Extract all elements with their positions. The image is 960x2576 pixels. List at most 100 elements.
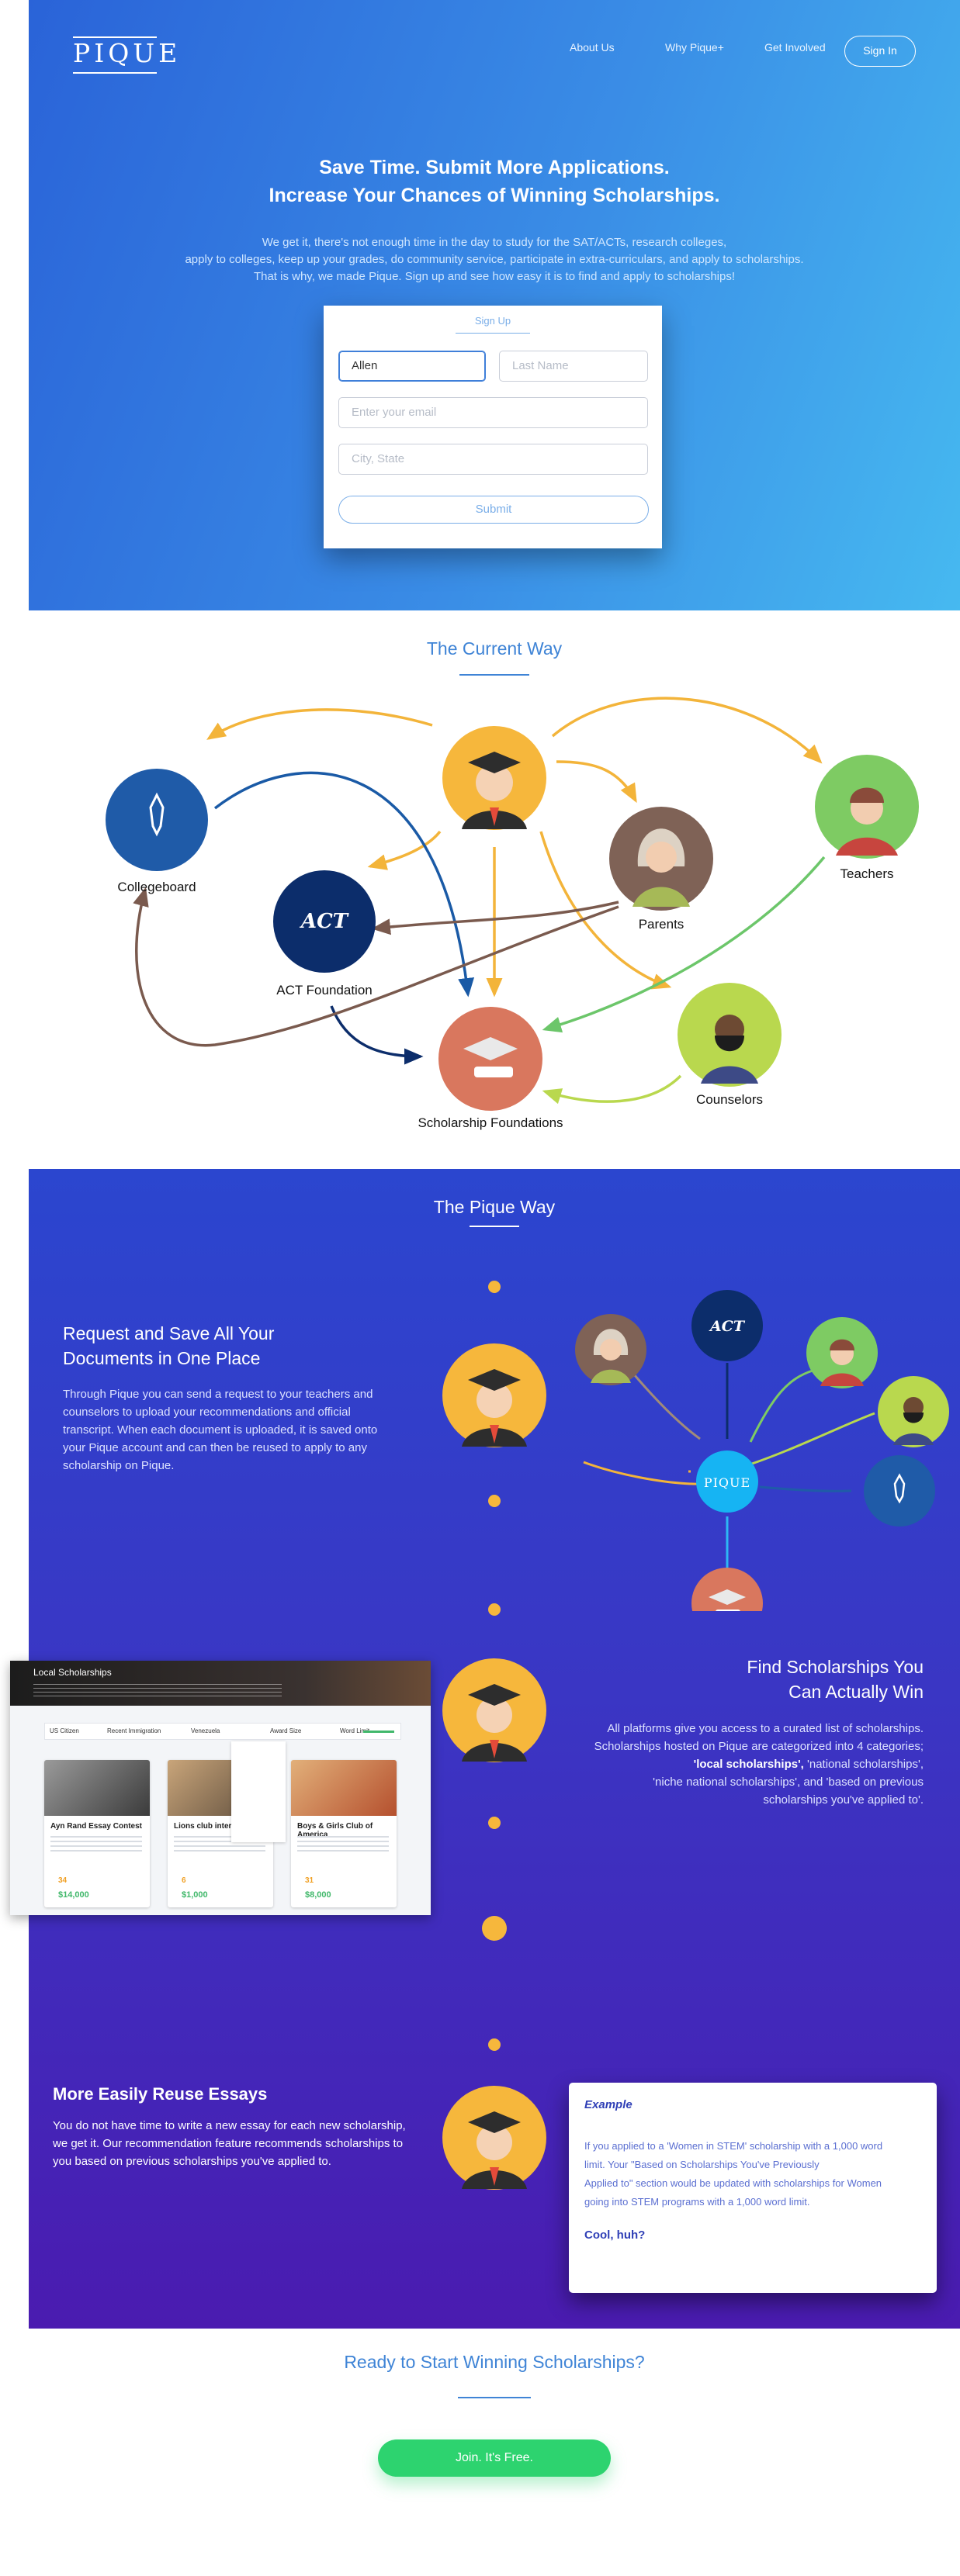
label-act: ACT Foundation — [276, 983, 372, 998]
feature2-body-line: scholarships you've applied to'. — [763, 1793, 924, 1807]
current-way-diagram: ACT — [106, 697, 919, 1130]
scholarship-card[interactable]: Ayn Rand Essay Contest 34 $14,000 — [44, 1760, 150, 1907]
arrow-parents-act — [371, 901, 619, 935]
first-name-field[interactable]: Allen — [338, 351, 486, 382]
pique-way-section: The Pique Way PIQUE — [29, 1169, 960, 2329]
example-heading: Example — [584, 2098, 632, 2111]
hero-sub-line-3: That is why, we made Pique. Sign up and … — [253, 270, 736, 283]
hero-title-line-1: Save Time. Submit More Applications. — [319, 157, 670, 178]
signup-tab[interactable]: Sign Up — [456, 315, 530, 334]
word-limit-slider[interactable] — [363, 1731, 394, 1733]
hero-sub-line-2: apply to colleges, keep up your grades, … — [185, 253, 804, 266]
parents-mini-node — [575, 1314, 646, 1385]
email-field[interactable]: Enter your email — [338, 397, 648, 428]
title-underline — [458, 2397, 531, 2398]
example-body-line: If you applied to a 'Women in STEM' scho… — [584, 2140, 883, 2152]
arrow-teachers-hub — [749, 1369, 813, 1443]
feature2-body-line: All platforms give you access to a curat… — [607, 1722, 924, 1735]
title-underline — [470, 1226, 519, 1227]
acorn-icon — [149, 792, 165, 837]
example-body: If you applied to a 'Women in STEM' scho… — [584, 2137, 926, 2211]
example-card: Example If you applied to a 'Women in ST… — [569, 2083, 937, 2293]
student-node — [442, 726, 546, 830]
card-amount: $8,000 — [305, 1890, 331, 1900]
teachers-mini-node — [806, 1317, 878, 1388]
student-avatar-3 — [442, 2086, 546, 2190]
feature3-body-line: we get it. Our recommendation feature re… — [53, 2137, 404, 2150]
foundations-mini-node — [691, 1568, 763, 1611]
cta-section: Ready to Start Winning Scholarships? Joi… — [29, 2329, 960, 2576]
acorn-icon — [893, 1473, 906, 1504]
signup-form: Sign Up Allen Last Name Enter your email… — [324, 306, 662, 548]
arrow-parents-collegeboard — [133, 887, 619, 1047]
arrow-act-foundations — [330, 1005, 424, 1065]
example-body-line: going into STEM programs with a 1,000 wo… — [584, 2196, 810, 2208]
pique-hub — [696, 1451, 758, 1513]
label-collegeboard: Collegeboard — [117, 880, 196, 894]
feature1-title-line-2: Documents in One Place — [63, 1348, 261, 1368]
timeline-dot — [488, 1281, 501, 1293]
hero-title-line-2: Increase Your Chances of Winning Scholar… — [269, 185, 720, 206]
example-body-line: Applied to" section would be updated wit… — [584, 2177, 882, 2189]
filter-recent-immigration[interactable]: Recent Immigration — [107, 1727, 161, 1734]
feature2-bold-category: 'local scholarships', — [693, 1758, 804, 1771]
card-count: 6 — [182, 1876, 186, 1885]
filter-word-limit[interactable]: Word Limit — [340, 1727, 370, 1734]
feature1-title: Request and Save All Your Documents in O… — [63, 1321, 274, 1371]
arrow-teachers-foundations — [542, 856, 826, 1033]
counselors-mini-node — [878, 1376, 949, 1447]
filter-award-size[interactable]: Award Size — [270, 1727, 302, 1734]
pique-hub-label: PIQUE — [704, 1475, 750, 1490]
card-title: Boys & Girls Club of America — [297, 1822, 373, 1839]
award-size-dropdown[interactable] — [231, 1741, 286, 1842]
filter-us-citizen[interactable]: US Citizen — [50, 1727, 79, 1734]
arrow-student-counselors — [539, 831, 672, 990]
nav-involved-link[interactable]: Get Involved — [764, 41, 826, 54]
title-underline — [459, 674, 529, 676]
feature1-body-line: Through Pique you can send a request to … — [63, 1388, 373, 1401]
card-title: Ayn Rand Essay Contest — [50, 1822, 142, 1831]
last-name-field[interactable]: Last Name — [499, 351, 648, 382]
city-state-field[interactable]: City, State — [338, 444, 648, 475]
timeline-dot — [488, 1495, 501, 1507]
filter-venezuela[interactable]: Venezuela — [191, 1727, 220, 1734]
nav-why-link[interactable]: Why Pique+ — [665, 41, 724, 54]
feature3-body: You do not have time to write a new essa… — [53, 2117, 441, 2170]
timeline-dot-large — [482, 1916, 507, 1941]
submit-button[interactable]: Submit — [338, 496, 649, 524]
arrow-hub-student — [583, 1461, 709, 1485]
card-description — [297, 1836, 389, 1853]
scholarship-card[interactable]: Boys & Girls Club of America 31 $8,000 — [291, 1760, 397, 1907]
current-way-section: The Current Way — [29, 610, 960, 1169]
teachers-node — [815, 755, 919, 859]
card-title: Lions club international — [174, 1822, 262, 1831]
arrow-counselors-foundations — [542, 1074, 682, 1105]
arrow-counselors-hub — [751, 1412, 875, 1465]
nav-about-link[interactable]: About Us — [570, 41, 615, 54]
feature2-title: Find Scholarships You Can Actually Win — [564, 1655, 924, 1704]
act-mini-node: ACT — [691, 1290, 763, 1361]
card-amount: $14,000 — [58, 1890, 89, 1900]
cta-title: Ready to Start Winning Scholarships? — [344, 2352, 645, 2372]
feature3-body-line: you based on previous scholarships you'v… — [53, 2155, 331, 2168]
arrow-hub-collegeboard — [759, 1485, 852, 1492]
pique-logo[interactable]: PIQUE — [73, 36, 177, 74]
pique-hub-diagram: PIQUE ACT — [575, 1290, 949, 1611]
hero-section: PIQUE About Us Why Pique+ Get Involved S… — [29, 0, 960, 610]
feature2-title-line-1: Find Scholarships You — [747, 1657, 924, 1677]
feature2-title-line-2: Can Actually Win — [788, 1682, 924, 1702]
arrow-student-act — [367, 830, 442, 870]
timeline-dot — [488, 1603, 501, 1616]
join-button[interactable]: Join. It's Free. — [378, 2439, 611, 2477]
card-count: 34 — [58, 1876, 68, 1885]
arrow-parents-hub — [632, 1374, 701, 1440]
sign-in-button[interactable]: Sign In — [844, 36, 916, 67]
feature2-body-line: Scholarships hosted on Pique are categor… — [594, 1740, 924, 1753]
feature2-body-line: 'niche national scholarships', and 'base… — [653, 1776, 924, 1789]
scholarship-app-screenshot: Local Scholarships US Citizen Recent Imm… — [10, 1661, 431, 1915]
feature2-body-line: 'local scholarships', 'national scholars… — [535, 1755, 924, 1773]
pique-way-title: The Pique Way — [433, 1197, 556, 1217]
collegeboard-mini-node — [864, 1455, 935, 1527]
card-image — [291, 1760, 397, 1816]
current-way-title: The Current Way — [426, 638, 563, 659]
